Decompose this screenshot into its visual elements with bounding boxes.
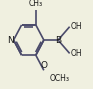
Text: O: O	[40, 61, 47, 70]
Text: B: B	[55, 36, 61, 45]
Text: OH: OH	[70, 49, 82, 58]
Text: CH₃: CH₃	[29, 0, 43, 8]
Text: N: N	[7, 36, 14, 45]
Text: OH: OH	[70, 22, 82, 31]
Text: OCH₃: OCH₃	[49, 74, 69, 83]
